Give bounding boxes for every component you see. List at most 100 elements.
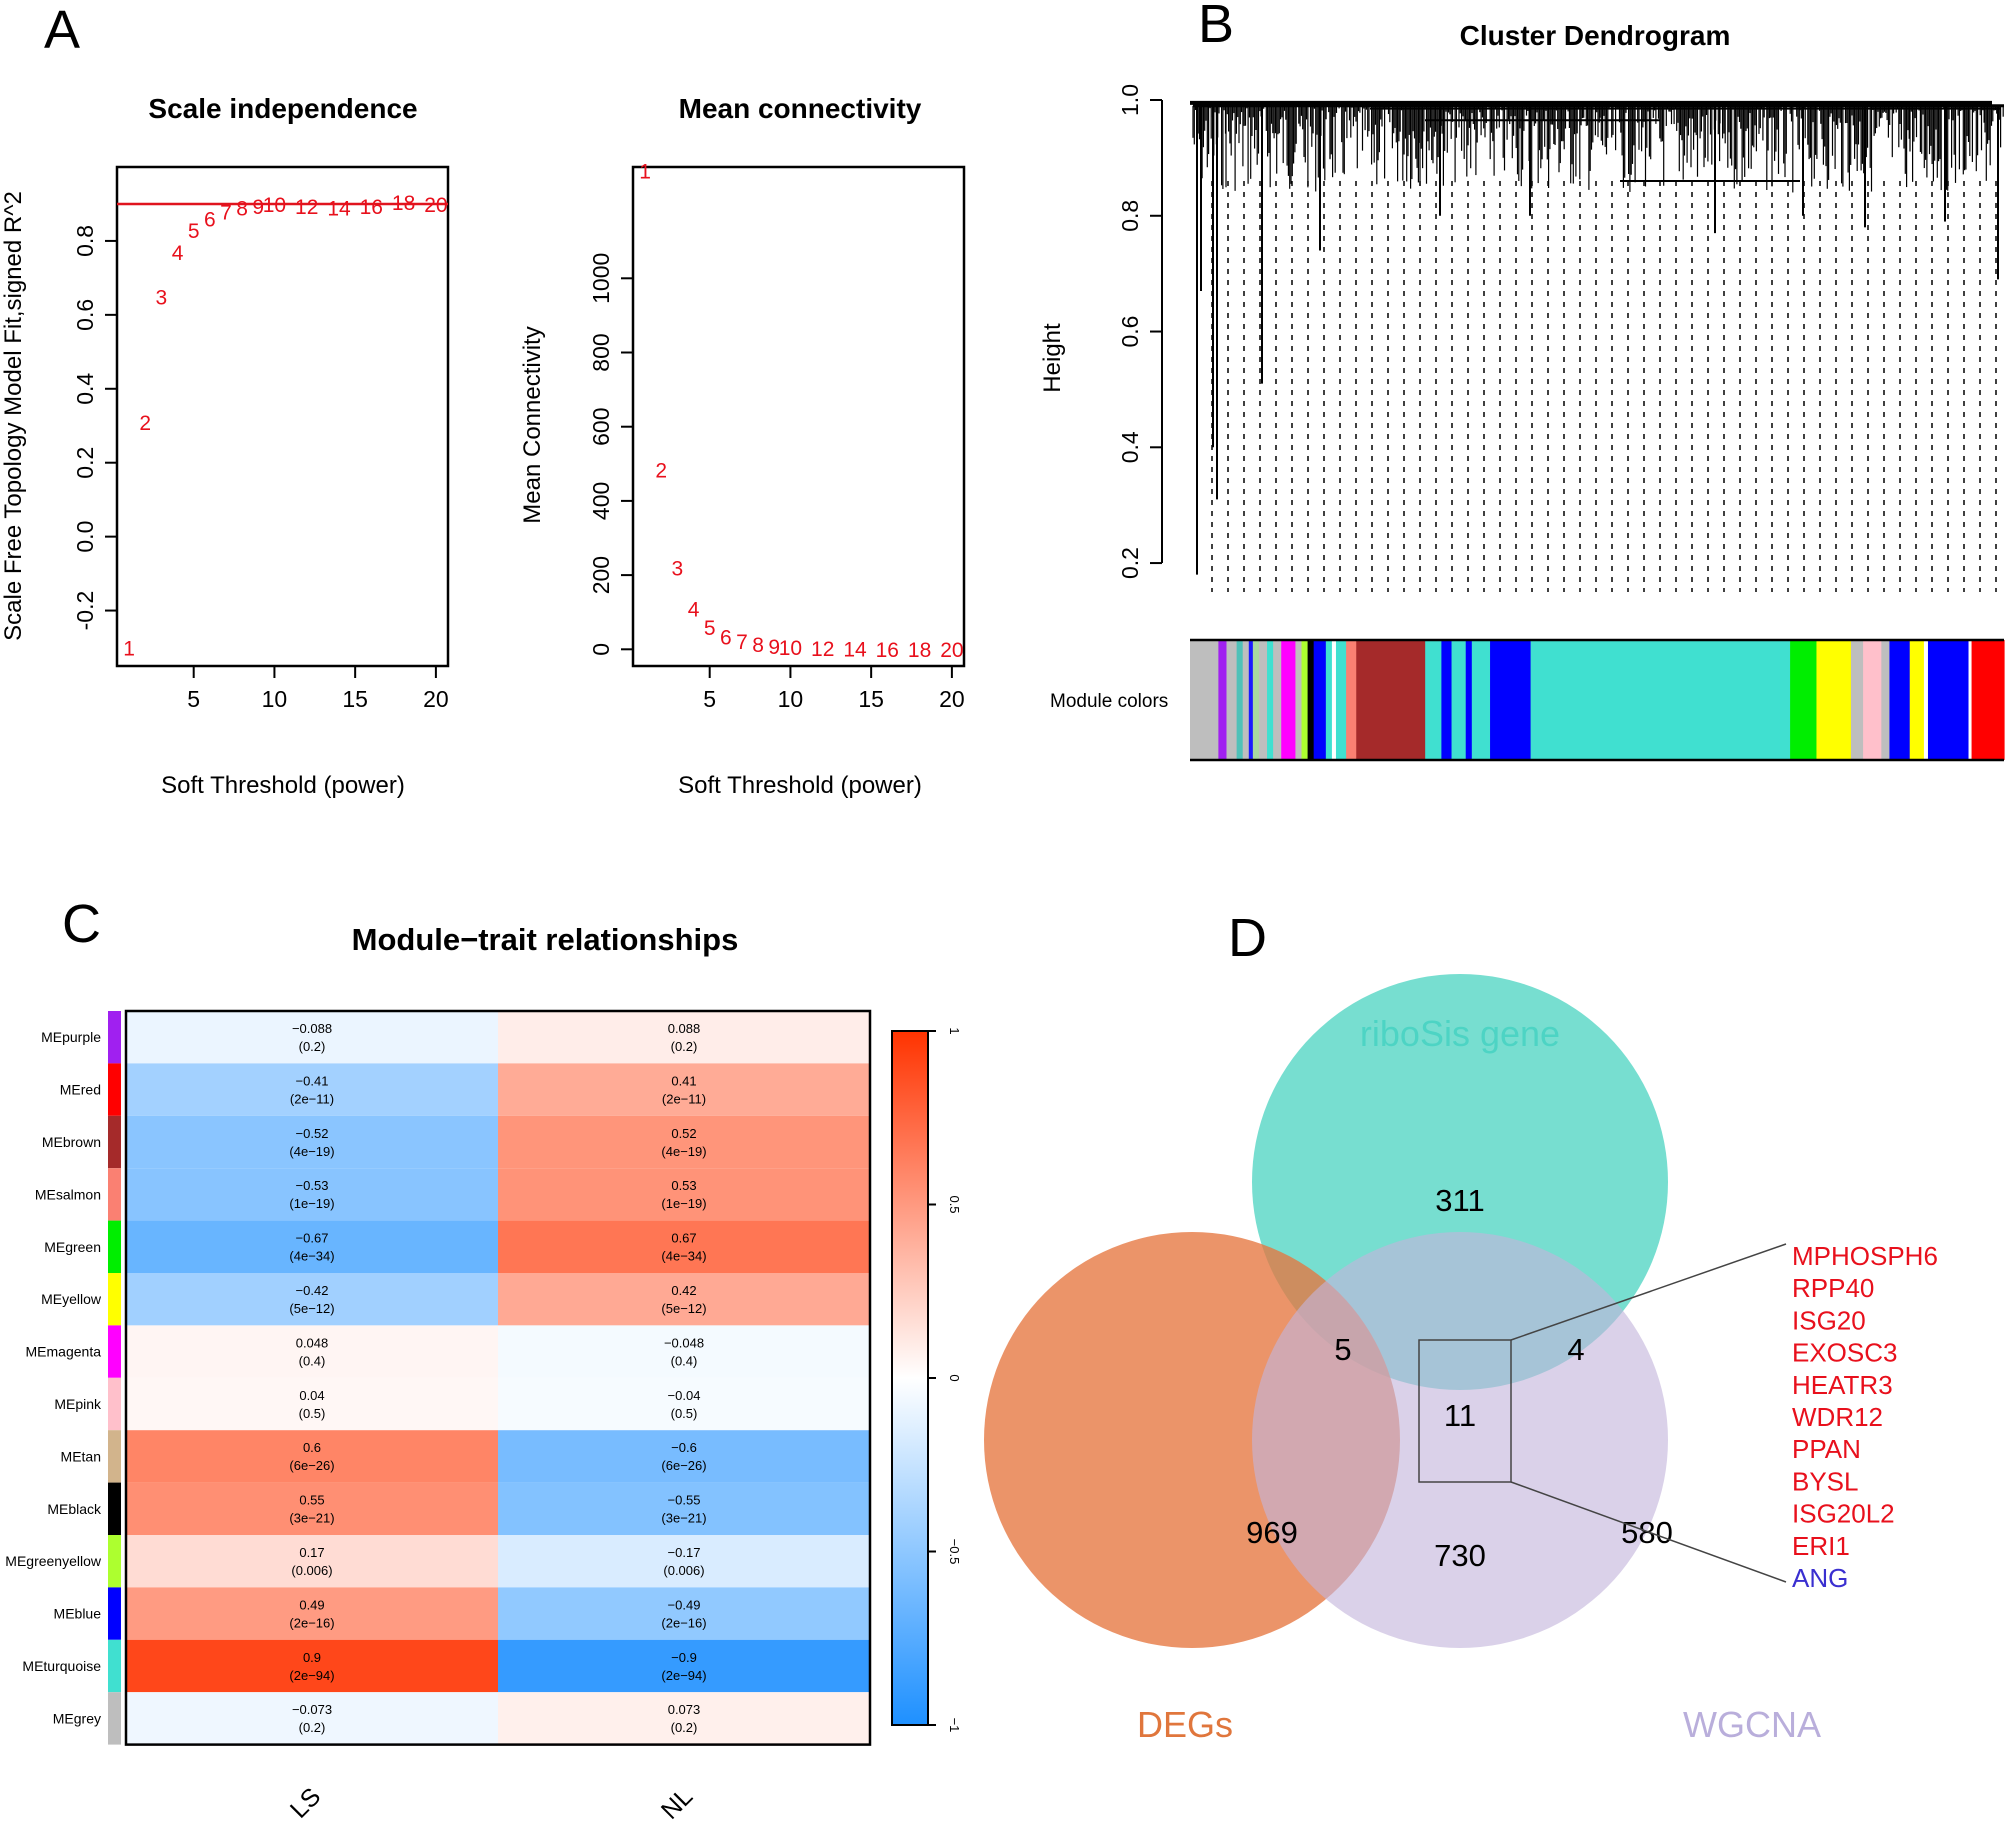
scale-independence-ytick-label: 0.6 — [72, 299, 98, 331]
scale-independence-xtick-label: 10 — [262, 686, 288, 712]
heatmap-cell-pvalue: (0.006) — [291, 1563, 332, 1578]
highlight-gene-label: PPAN — [1792, 1434, 1861, 1464]
venn-count-ribosis-wgcna: 4 — [1567, 1332, 1584, 1367]
heatmap-cell-pvalue: (0.2) — [671, 1720, 698, 1735]
venn-circle-wgcna — [1252, 1232, 1668, 1648]
heatmap-cell — [126, 1011, 498, 1064]
heatmap-cell-pvalue: (5e−12) — [289, 1301, 334, 1316]
scale-independence-point: 5 — [188, 220, 200, 243]
module-color-swatch — [108, 1377, 121, 1431]
heatmap-cell — [126, 1377, 498, 1431]
heatmap-cell — [498, 1220, 870, 1273]
cluster-dendrogram: Cluster Dendrogram 0.2 0.4 0.6 0.8 1.0 Heigh… — [1039, 20, 2005, 762]
colorbar-tick-label: −0.5 — [947, 1539, 962, 1565]
scale-independence-point: 1 — [123, 638, 135, 661]
scale-independence-ytick-label: 0.8 — [72, 225, 98, 257]
module-name-label: MEturquoise — [22, 1658, 101, 1674]
module-color-segment — [1295, 640, 1303, 760]
module-color-segment — [1267, 640, 1274, 760]
dendrogram-ytick-label: 0.8 — [1117, 200, 1143, 232]
module-color-segment — [1325, 640, 1333, 760]
heatmap-cell — [126, 1063, 498, 1116]
scale-independence-plot: Scale independence 5 10 15 20-0.20.00.20.40… — [0, 93, 450, 799]
module-color-swatch — [108, 1063, 121, 1116]
module-name-label: MEblue — [54, 1606, 102, 1622]
scale-independence-point: 16 — [360, 196, 383, 219]
venn-count-ribosis-only: 311 — [1435, 1183, 1484, 1218]
module-color-segment — [1226, 640, 1238, 760]
mean-connectivity-ytick-label: 800 — [588, 333, 614, 371]
heatmap-cell-correlation: −0.088 — [292, 1021, 332, 1036]
heatmap-cell-pvalue: (0.5) — [299, 1406, 326, 1421]
module-name-label: MEbrown — [42, 1134, 101, 1150]
colorbar-tick-label: −1 — [947, 1718, 962, 1733]
module-trait-heatmap: Module−trait relationships −0.088 (0.2) 0.… — [5, 922, 962, 1825]
module-color-segment — [1335, 640, 1347, 760]
mean-connectivity-point: 4 — [688, 598, 700, 621]
heatmap-cell — [498, 1115, 870, 1169]
heatmap-cell-correlation: −0.53 — [296, 1178, 329, 1193]
heatmap-cell-correlation: −0.41 — [296, 1073, 329, 1088]
module-color-segment — [1490, 640, 1532, 760]
highlight-gene-label: HEATR3 — [1792, 1370, 1893, 1400]
heatmap-cell — [126, 1273, 498, 1326]
scale-independence-xtick-label: 5 — [187, 686, 200, 712]
module-color-segment — [1252, 640, 1260, 760]
heatmap-cell-correlation: 0.53 — [671, 1178, 696, 1193]
mean-connectivity-xtick-label: 10 — [778, 686, 804, 712]
mean-connectivity-point: 9 — [768, 636, 780, 659]
highlight-gene-label: ISG20 — [1792, 1305, 1866, 1335]
module-color-segment — [1889, 640, 1911, 760]
venn-highlight-box — [1418, 1339, 1512, 1483]
module-color-segment — [1881, 640, 1891, 760]
heatmap-cell — [126, 1587, 498, 1640]
scale-independence-point: 8 — [236, 198, 248, 221]
module-name-label: MEgreenyellow — [5, 1553, 102, 1569]
heatmap-cell — [126, 1535, 498, 1588]
mean-connectivity-point: 18 — [908, 639, 931, 662]
scale-independence-point: 6 — [204, 209, 216, 232]
module-name-label: MEpink — [54, 1396, 102, 1412]
dendrogram-ylabel: Height — [1039, 323, 1066, 393]
module-color-segment — [1465, 640, 1473, 760]
heatmap-cell — [498, 1011, 870, 1064]
heatmap-cell — [126, 1639, 498, 1693]
module-name-label: MEblack — [47, 1501, 102, 1517]
heatmap-cell-correlation: 0.67 — [671, 1231, 696, 1246]
module-color-segment — [1258, 640, 1268, 760]
scale-independence-xtick-label: 15 — [342, 686, 368, 712]
mean-connectivity-point: 7 — [736, 631, 748, 654]
scale-independence-point: 9 — [252, 196, 264, 219]
mean-connectivity-frame — [631, 165, 966, 668]
mean-connectivity-point: 5 — [704, 617, 716, 640]
module-name-label: MEmagenta — [26, 1344, 102, 1360]
mean-connectivity-xtick-label: 5 — [703, 686, 716, 712]
heatmap-cell — [126, 1692, 498, 1745]
heatmap-cell — [498, 1273, 870, 1326]
mean-connectivity-xlabel: Soft Threshold (power) — [678, 772, 922, 799]
heatmap-cell — [498, 1692, 870, 1745]
heatmap-frame — [124, 1009, 872, 1746]
heatmap-cell-correlation: 0.088 — [668, 1021, 701, 1036]
module-color-segment — [1346, 640, 1357, 760]
module-color-segment — [1281, 640, 1297, 760]
module-color-segment — [1927, 640, 1970, 760]
heatmap-cell-pvalue: (0.4) — [299, 1353, 326, 1368]
highlight-gene-label: WDR12 — [1792, 1402, 1883, 1432]
module-color-segment — [1356, 640, 1426, 760]
dendrogram-ytick-label: 0.6 — [1117, 316, 1143, 348]
module-colors-label: Module colors — [1050, 691, 1168, 712]
mean-connectivity-ytick-label: 200 — [588, 556, 614, 594]
module-color-swatch — [108, 1535, 121, 1588]
heatmap-cell-pvalue: (2e−16) — [289, 1615, 334, 1630]
mean-connectivity-title: Mean connectivity — [679, 93, 922, 124]
mean-connectivity-ytick-label: 1000 — [588, 253, 614, 304]
heatmap-cell-correlation: 0.49 — [299, 1597, 324, 1612]
dendrogram-ytick-label: 0.4 — [1117, 431, 1143, 463]
module-color-swatch — [108, 1325, 121, 1378]
highlight-gene-label: MPHOSPH6 — [1792, 1241, 1938, 1271]
heatmap-cell-correlation: 0.17 — [299, 1545, 324, 1560]
module-color-segment — [1301, 640, 1309, 760]
module-color-segment — [1236, 640, 1244, 760]
